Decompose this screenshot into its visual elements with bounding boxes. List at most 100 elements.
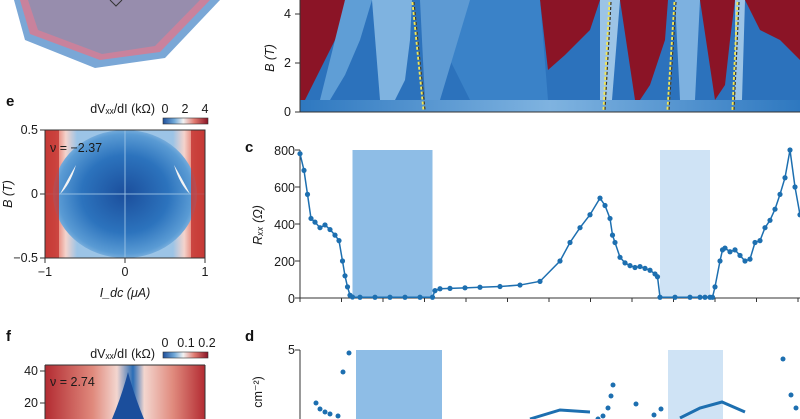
panel-c-data-point [387, 294, 393, 300]
panel-c-data-point [747, 256, 753, 262]
panel-c-data-point [327, 226, 333, 233]
panel-c-data-point [622, 260, 628, 266]
panel-c-data-point [672, 294, 678, 300]
panel-c-data-point [372, 294, 378, 300]
panel-e-xtick-left: −1 [38, 265, 52, 279]
panel-c-shaded-region-0 [352, 150, 433, 298]
panel-d-letter: d [245, 328, 254, 345]
panel-c-data-point [304, 191, 311, 197]
panel-c-ytick-0: 0 [288, 292, 295, 306]
panel-c-plot [295, 147, 800, 302]
panel-f-cbar-tick-2: 0.2 [198, 336, 215, 350]
panel-c-data-point [757, 238, 763, 244]
panel-b-ytick-2: 2 [284, 56, 291, 70]
panel-c-data-point [742, 258, 748, 264]
panel-e-axes: 0.5 0 −0.5 B (T) −1 0 1 I_dc (μA) [1, 123, 209, 300]
panel-d-ylabel: cm⁻²) [251, 376, 265, 408]
panel-c-data-point [339, 258, 346, 264]
panel-c-data-point [301, 167, 307, 173]
panel-b-ytick-4: 4 [284, 7, 291, 21]
panel-c-data-point [647, 267, 653, 273]
panel-c-data-point [432, 288, 438, 294]
panel-f-heatmap [45, 365, 205, 419]
panel-c-data-point [567, 239, 573, 246]
panel-c-data-point [777, 191, 783, 197]
panel-c-data-point [737, 252, 743, 259]
panel-e-nu-label: ν = −2.37 [50, 141, 102, 155]
panel-d-ytick-5: 5 [288, 343, 295, 357]
panel-c-data-point [402, 294, 408, 300]
panel-c-data-point [687, 294, 693, 300]
panel-e-ylabel: B (T) [1, 180, 15, 208]
panel-c-data-point [717, 258, 723, 264]
panel-c-data-point [642, 265, 648, 271]
panel-c-data-point [602, 202, 608, 209]
panel-c-data-point [637, 263, 643, 270]
panel-e-cbar-tick-2: 2 [182, 102, 189, 116]
panel-c-shaded-region-1 [660, 150, 710, 298]
panel-c-data-point [657, 294, 663, 300]
panel-e-xtick-mid: 0 [122, 265, 129, 279]
panel-c-data-point [654, 274, 661, 280]
panel-c-data-point [792, 184, 798, 190]
panel-f-colorbar-label: dVₓₓ/dI (kΩ) [90, 347, 155, 361]
panel-e-ytick-top: 0.5 [21, 123, 38, 137]
panel-c-data-point [477, 284, 483, 290]
panel-c-ytick-600: 600 [274, 181, 295, 195]
panel-c-data-point [767, 217, 773, 223]
panel-c-ytick-200: 200 [274, 255, 295, 269]
panel-e-colorbar-label: dVₓₓ/dI (kΩ) [90, 102, 155, 116]
panel-f-colorbar [162, 351, 209, 359]
panel-c-data-point [557, 258, 563, 264]
panel-c-data-point [609, 232, 616, 238]
panel-c-ylabel: Rₓₓ (Ω) [251, 205, 265, 245]
panel-c-data-point [332, 232, 338, 238]
panel-c-data-point [462, 285, 468, 291]
panel-d-plot [295, 349, 799, 419]
panel-e-letter: e [6, 93, 14, 110]
panel-e-ytick-mid: 0 [31, 187, 38, 201]
panel-c-data-point [447, 285, 453, 291]
panel-c-data-point [336, 238, 342, 244]
panel-c-data-point [417, 294, 423, 300]
panel-c-data-point [537, 278, 543, 284]
panel-c-data-point [317, 225, 323, 231]
panel-e-heatmap [45, 130, 205, 258]
panel-c-data-point [308, 215, 314, 222]
panel-f-letter: f [6, 328, 12, 345]
panel-c-data-point [712, 284, 718, 290]
panel-c-data-point [342, 273, 348, 279]
panel-c-data-point [612, 239, 618, 246]
panel-c-data-point [322, 222, 328, 228]
panel-c-data-point [632, 264, 638, 271]
panel-c-data-point [357, 294, 363, 300]
panel-c-data-point [297, 151, 303, 157]
panel-e-ytick-bottom: −0.5 [13, 251, 38, 265]
panel-c-data-point [577, 225, 583, 231]
panel-c-data-point [709, 294, 716, 300]
panel-c-letter: c [245, 139, 253, 156]
panel-c-data-point [587, 212, 593, 218]
panel-c-data-point [517, 282, 523, 288]
panel-c-data-point [752, 239, 758, 246]
panel-c-data-point [732, 247, 738, 253]
panel-c-data-point [497, 283, 503, 290]
panel-e-cbar-tick-4: 4 [202, 102, 209, 116]
panel-e-colorbar [162, 117, 209, 125]
panel-c-data-point [797, 212, 800, 218]
panel-c-data-point [782, 175, 788, 181]
panel-c-data-point [762, 225, 768, 231]
device-illustration [14, 0, 220, 68]
panel-c-data-point [697, 294, 703, 300]
panel-c-ytick-800: 800 [274, 144, 295, 158]
panel-c-data-point [787, 147, 793, 153]
panel-c-axes: 800 600 400 200 0 Rₓₓ (Ω) [251, 144, 295, 306]
panel-f-ytick-20: 20 [24, 396, 38, 410]
panel-b-axis: 4 2 0 B (T) [263, 0, 800, 119]
panel-f-ytick-40: 40 [24, 364, 38, 378]
panel-e-cbar-tick-0: 0 [162, 102, 169, 116]
panel-c-data-point [437, 286, 443, 292]
panel-c-data-point [597, 195, 603, 201]
panel-b-heatmap [300, 0, 800, 112]
panel-c-data-point [607, 215, 613, 222]
